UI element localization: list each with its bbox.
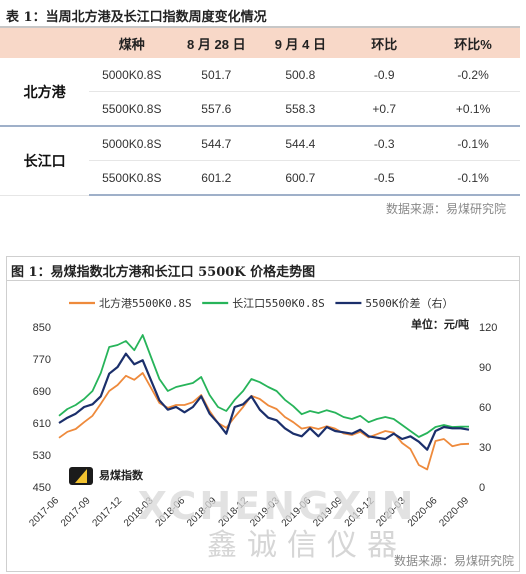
index-table: 煤种 8 月 28 日 9 月 4 日 环比 环比% 北方港 5000K0.8S… (0, 28, 520, 196)
y-left-tick-0: 450 (33, 482, 51, 494)
y-left-tick-2: 610 (33, 418, 51, 430)
y-right-tick-4: 120 (479, 322, 497, 334)
change-pct-cell: -0.2% (426, 58, 520, 92)
header-port (0, 28, 90, 58)
figure-source: 数据来源：易煤研究院 (393, 554, 514, 568)
port-cell-yangtze: 长江口 (0, 126, 90, 196)
y-left-tick-5: 850 (33, 322, 51, 334)
change-cell: -0.3 (342, 126, 427, 161)
coal-cell: 5500K0.8S (89, 91, 175, 127)
x-tick-2: 2017-12 (90, 495, 124, 529)
series-line-0 (58, 372, 470, 471)
y-right-tick-1: 30 (479, 442, 491, 454)
table-row: 5500K0.8S 601.2 600.7 -0.5 -0.1% (0, 160, 520, 196)
y-left-tick-1: 530 (33, 450, 51, 462)
figure-box: 图 1：易煤指数北方港和长江口 5500K 价格走势图 北方港5500K0.8S… (6, 256, 520, 572)
header-change: 环比 (342, 28, 427, 58)
table-source: 数据来源：易煤研究院 (385, 202, 506, 216)
series-line-1 (58, 334, 469, 438)
table-title: 表 1：当周北方港及长江口指数周度变化情况 (6, 10, 267, 25)
logo-text: 易煤指数 (99, 468, 144, 482)
sep4-cell: 600.7 (258, 160, 343, 196)
watermark-text: XCHENGXIN (138, 484, 417, 528)
aug28-cell: 501.7 (174, 58, 259, 92)
y-left-tick-3: 690 (33, 386, 51, 398)
figure-title: 图 1：易煤指数北方港和长江口 5500K 价格走势图 (11, 265, 316, 280)
change-pct-cell: -0.1% (426, 126, 520, 161)
table-row: 长江口 5000K0.8S 544.7 544.4 -0.3 -0.1% (0, 126, 520, 196)
change-cell: -0.9 (342, 58, 427, 92)
coal-cell: 5000K0.8S (89, 58, 175, 92)
legend-label-2: 5500K价差（右） (365, 296, 453, 310)
header-aug28: 8 月 28 日 (174, 28, 259, 58)
sep4-cell: 558.3 (258, 91, 343, 127)
y-left-tick-4: 770 (33, 354, 51, 366)
coal-cell: 5000K0.8S (89, 126, 175, 161)
header-coal: 煤种 (89, 28, 175, 58)
y-right-tick-2: 60 (479, 402, 491, 414)
price-trend-chart: 北方港5500K0.8S 长江口5500K0.8S 5500K价差（右） 单位：元/吨… (27, 296, 497, 563)
change-cell: +0.7 (342, 91, 427, 127)
change-pct-cell: -0.1% (426, 160, 520, 196)
logo-mark (75, 469, 87, 483)
x-tick-0: 2017-06 (27, 495, 61, 529)
header-change-pct: 环比% (426, 28, 520, 58)
y-right-tick-0: 0 (479, 482, 485, 494)
series-line-2 (58, 352, 470, 451)
aug28-cell: 557.6 (174, 91, 259, 127)
legend-label-0: 北方港5500K0.8S (99, 296, 192, 310)
x-tick-13: 2020-09 (437, 495, 471, 529)
unit-label: 单位：元/吨 (411, 317, 469, 331)
port-cell-north: 北方港 (0, 58, 90, 127)
aug28-cell: 601.2 (174, 160, 259, 196)
x-tick-1: 2017-09 (59, 495, 93, 529)
table-row: 北方港 5000K0.8S 501.7 500.8 -0.9 -0.2% (0, 58, 520, 127)
watermark-sub: 鑫诚信仪器 (207, 528, 407, 563)
table-row: 5500K0.8S 557.6 558.3 +0.7 +0.1% (0, 91, 520, 127)
table-header-row: 煤种 8 月 28 日 9 月 4 日 环比 环比% (0, 28, 520, 58)
change-cell: -0.5 (342, 160, 427, 196)
change-pct-cell: +0.1% (426, 91, 520, 127)
figure-title-divider (7, 280, 519, 281)
table-title-divider (0, 26, 520, 28)
legend-label-1: 长江口5500K0.8S (232, 297, 325, 310)
sep4-cell: 544.4 (258, 126, 343, 161)
header-sep4: 9 月 4 日 (258, 28, 343, 58)
y-right-tick-3: 90 (479, 362, 491, 374)
coal-cell: 5500K0.8S (89, 160, 175, 196)
sep4-cell: 500.8 (258, 58, 343, 92)
aug28-cell: 544.7 (174, 126, 259, 161)
